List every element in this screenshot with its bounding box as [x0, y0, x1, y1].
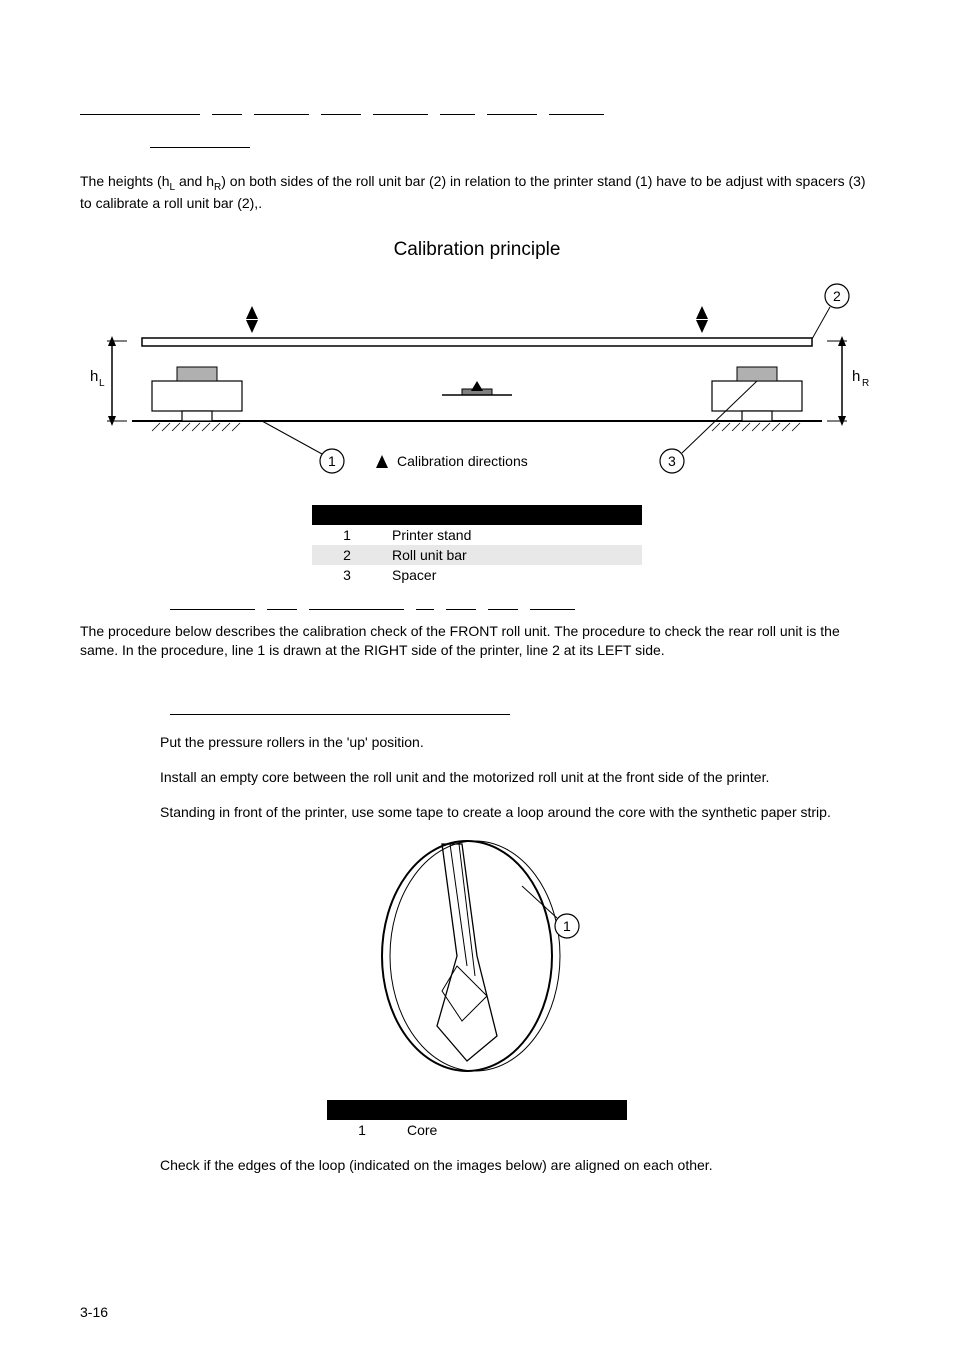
- svg-text:3: 3: [668, 453, 676, 469]
- figure1-legend-table: 1Printer stand 2Roll unit bar 3Spacer: [312, 505, 642, 585]
- svg-text:1: 1: [328, 453, 336, 469]
- legend1-name: Printer stand: [382, 525, 642, 545]
- step-2: Install an empty core between the roll u…: [160, 768, 874, 787]
- step-4: Check if the edges of the loop (indicate…: [160, 1156, 874, 1175]
- legend3-name: Spacer: [382, 565, 642, 585]
- core-loop-svg: 1: [347, 826, 607, 1086]
- legend3-num: 3: [312, 565, 382, 585]
- figure-calibration-principle: Calibration principle h L h R 2: [80, 239, 874, 585]
- fig2-legend1-num: 1: [327, 1120, 397, 1140]
- legend2-num: 2: [312, 545, 382, 565]
- fig2-legend1-name: Core: [397, 1120, 627, 1140]
- procedure-steps: Put the pressure rollers in the 'up' pos…: [80, 700, 874, 1175]
- figure1-title: Calibration principle: [80, 239, 874, 261]
- section-heading-underline: [80, 100, 874, 115]
- svg-text:h: h: [852, 368, 860, 385]
- steps-heading-underline: [170, 700, 510, 715]
- mid-heading-underline: [170, 595, 874, 610]
- page-number: 3-16: [80, 1304, 108, 1320]
- figure2-legend-table: 1Core: [327, 1100, 627, 1140]
- step-1: Put the pressure rollers in the 'up' pos…: [160, 733, 874, 752]
- calibration-diagram-svg: h L h R 2: [82, 271, 872, 491]
- step-3: Standing in front of the printer, use so…: [160, 803, 874, 822]
- legend1-num: 1: [312, 525, 382, 545]
- intro-text-1: The heights (h: [80, 173, 170, 189]
- svg-text:L: L: [99, 378, 105, 389]
- mid-paragraph: The procedure below describes the calibr…: [80, 622, 874, 660]
- legend2-name: Roll unit bar: [382, 545, 642, 565]
- svg-text:R: R: [862, 378, 869, 389]
- callout-2-text: 2: [833, 288, 841, 304]
- svg-text:h: h: [90, 368, 98, 385]
- intro-paragraph: The heights (hL and hR) on both sides of…: [80, 172, 874, 213]
- svg-text:Calibration directions: Calibration directions: [397, 453, 528, 469]
- subheading-underline: [80, 133, 874, 148]
- page: The heights (hL and hR) on both sides of…: [0, 0, 954, 1350]
- svg-text:1: 1: [563, 918, 571, 934]
- intro-text-2: and h: [175, 173, 214, 189]
